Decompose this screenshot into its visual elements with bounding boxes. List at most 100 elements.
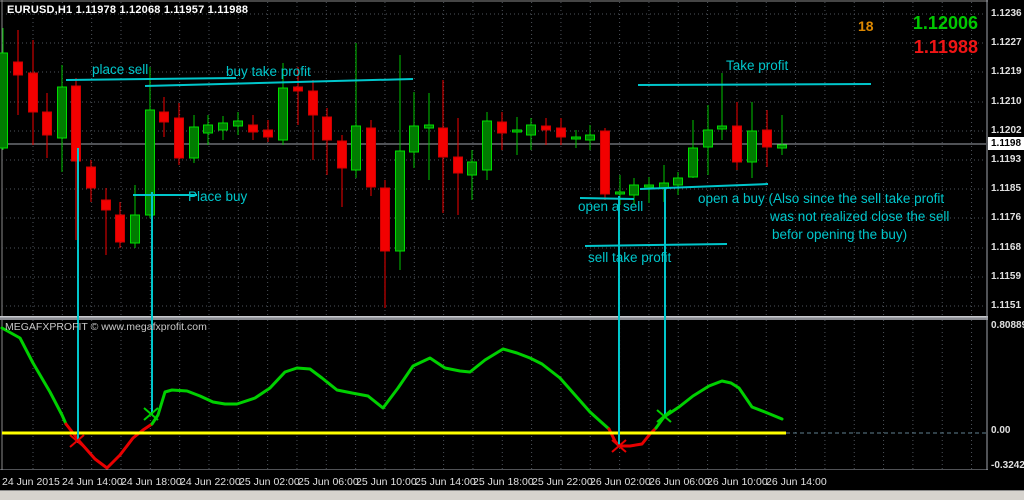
annotation-open-a-buy-line3: befor opening the buy) bbox=[772, 227, 908, 242]
candle-body-bull bbox=[57, 86, 67, 139]
candle-body-bear bbox=[308, 90, 318, 116]
candle-body-bear bbox=[174, 117, 184, 159]
current-price-tag: 1.1198 bbox=[988, 137, 1024, 150]
panel-separator bbox=[0, 316, 988, 318]
candle-body-bull bbox=[615, 191, 625, 195]
price-axis-label: 1.1202 bbox=[991, 125, 1022, 136]
annotation-open-a-buy-line1: open a buy (Also since the sell take pro… bbox=[698, 191, 945, 206]
indicator-axis-label: 0.00 bbox=[991, 425, 1011, 436]
candle-body-bull bbox=[0, 52, 8, 149]
candle-body-bull bbox=[278, 87, 288, 141]
time-axis-label: 25 Jun 02:00 bbox=[239, 476, 300, 488]
price-axis-label: 1.1151 bbox=[991, 300, 1022, 311]
x-marker bbox=[69, 434, 85, 448]
candle-body-bear bbox=[453, 156, 463, 174]
price-chart-canvas[interactable] bbox=[0, 0, 988, 490]
candle-body-bear bbox=[497, 121, 507, 134]
chart-background bbox=[0, 0, 988, 490]
time-axis-label: 24 Jun 22:00 bbox=[180, 476, 241, 488]
candle-body-bear bbox=[28, 72, 38, 113]
candle-body-bull bbox=[644, 184, 654, 188]
candle-body-bull bbox=[717, 125, 727, 130]
candle-body-bull bbox=[526, 124, 536, 136]
candle-body-bear bbox=[438, 127, 448, 158]
candle-body-bear bbox=[600, 130, 610, 195]
trend-line bbox=[144, 78, 414, 87]
candle-body-bull bbox=[585, 134, 595, 141]
annotation-take-profit: Take profit bbox=[726, 58, 789, 73]
candle-body-bull bbox=[424, 124, 434, 129]
price-axis-label: 1.1236 bbox=[991, 8, 1022, 19]
candle-body-bull bbox=[673, 177, 683, 186]
candle-body-bull bbox=[512, 129, 522, 133]
spread-value: 18 bbox=[858, 18, 874, 34]
candle-body-bear bbox=[541, 125, 551, 131]
annotation-open-a-sell: open a sell bbox=[578, 199, 644, 214]
candle-body-bull bbox=[203, 124, 213, 134]
time-axis-label: 26 Jun 06:00 bbox=[649, 476, 710, 488]
candle-body-bear bbox=[86, 166, 96, 189]
candle-body-bull bbox=[395, 150, 405, 252]
annotation-sell-take-profit: sell take profit bbox=[588, 250, 672, 265]
candle-body-bull bbox=[703, 129, 713, 148]
time-axis-label: 26 Jun 10:00 bbox=[707, 476, 768, 488]
candle-body-bull bbox=[777, 144, 787, 149]
ask-price: 1.12006 bbox=[912, 13, 978, 33]
trend-line bbox=[65, 77, 237, 81]
price-axis-label: 1.1168 bbox=[991, 242, 1022, 253]
candle-body-bear bbox=[159, 111, 169, 123]
candle-body-bear bbox=[762, 129, 772, 148]
indicator-line-green bbox=[0, 326, 68, 426]
price-axis-label: 1.1176 bbox=[991, 212, 1022, 223]
candle-body-bear bbox=[263, 129, 273, 138]
candle-body-bear bbox=[42, 111, 52, 136]
indicator-line-green bbox=[654, 379, 784, 430]
chart-title-ohlc: EURUSD,H1 1.11978 1.12068 1.11957 1.1198… bbox=[7, 4, 249, 16]
indicator-axis-label: 0.80889 bbox=[991, 320, 1024, 331]
trend-line bbox=[637, 83, 872, 86]
price-axis-label: 1.1210 bbox=[991, 96, 1022, 107]
time-axis-label: 24 Jun 18:00 bbox=[121, 476, 182, 488]
candle-body-bear bbox=[293, 86, 303, 92]
candle-body-bull bbox=[467, 161, 477, 176]
candle-body-bull bbox=[189, 126, 199, 159]
time-axis-label: 26 Jun 14:00 bbox=[766, 476, 827, 488]
candle-body-bear bbox=[337, 140, 347, 169]
candle-body-bull bbox=[218, 122, 228, 131]
candle-body-bull bbox=[409, 125, 419, 153]
candle-body-bear bbox=[322, 116, 332, 141]
x-marker bbox=[656, 409, 672, 423]
candle-body-bull bbox=[130, 214, 140, 244]
trend-line bbox=[579, 197, 635, 200]
candle-body-bull bbox=[482, 120, 492, 171]
price-axis-label: 1.1159 bbox=[991, 271, 1022, 282]
price-axis[interactable]: 1.1236 1.1227 1.1219 1.1210 1.1202 1.1193 1.11… bbox=[988, 0, 1024, 490]
price-axis-label: 1.1219 bbox=[991, 66, 1022, 77]
time-axis-label: 25 Jun 10:00 bbox=[356, 476, 417, 488]
candle-body-bear bbox=[115, 214, 125, 243]
time-axis-label: 25 Jun 14:00 bbox=[415, 476, 476, 488]
candle-body-bull bbox=[747, 130, 757, 163]
candle-body-bull bbox=[629, 184, 639, 196]
time-axis-label: 25 Jun 18:00 bbox=[473, 476, 534, 488]
candle-body-bear bbox=[71, 85, 81, 162]
panel-separator bbox=[0, 317, 988, 320]
annotation-buy-take-profit: buy take profit bbox=[226, 64, 311, 79]
candle-body-bear bbox=[732, 125, 742, 163]
time-axis-label: 25 Jun 22:00 bbox=[532, 476, 593, 488]
candle-body-bull bbox=[351, 125, 361, 171]
time-axis-label: 24 Jun 14:00 bbox=[62, 476, 123, 488]
time-axis[interactable]: 24 Jun 2015 24 Jun 14:00 24 Jun 18:00 24 Ju… bbox=[0, 470, 988, 490]
candle-body-bull bbox=[688, 147, 698, 178]
candle-body-bull bbox=[233, 120, 243, 127]
trend-line bbox=[639, 183, 769, 190]
trend-line bbox=[584, 243, 728, 247]
indicator-axis-label: -0.3242 bbox=[991, 460, 1024, 471]
annotation-place-sell: place sell bbox=[92, 62, 149, 77]
time-axis-label: 24 Jun 2015 bbox=[2, 476, 60, 488]
price-axis-label: 1.1227 bbox=[991, 37, 1022, 48]
x-marker bbox=[143, 407, 159, 421]
bid-price: 1.11988 bbox=[913, 37, 978, 57]
candle-body-bear bbox=[101, 199, 111, 211]
